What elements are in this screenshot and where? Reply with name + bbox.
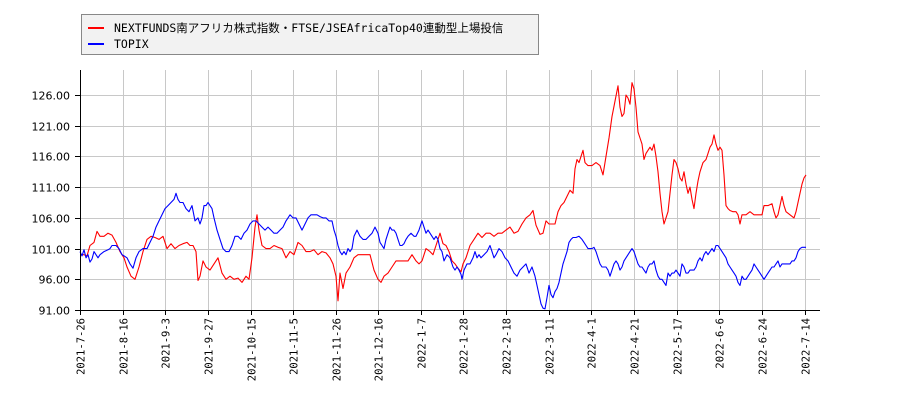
legend-swatch-blue	[88, 43, 104, 45]
x-tick-label: 2022-6-6	[715, 318, 727, 369]
x-tick-label: 2021-11-5	[289, 318, 301, 375]
x-tick-label: 2021-10-15	[247, 318, 259, 381]
x-tick-label: 2022-5-17	[673, 318, 685, 375]
y-tick-label: 116.00	[32, 151, 71, 164]
x-tick-label: 2022-7-14	[801, 318, 813, 375]
x-tick-label: 2021-11-26	[332, 318, 344, 381]
y-tick-label: 121.00	[32, 121, 71, 134]
legend-item-topix: TOPIX	[88, 37, 149, 51]
x-tick-label: 2022-1-7	[417, 318, 429, 369]
y-axis-ticks: 91.00 96.00 101.00 106.00 111.00 116.00 121.00…	[32, 90, 80, 318]
axes	[80, 70, 820, 311]
x-tick-label: 2022-2-18	[502, 318, 514, 375]
legend: NEXTFUNDS南アフリカ株式指数・FTSE/JSEAfricaTop40連動…	[81, 14, 539, 55]
grid-lines	[80, 70, 820, 310]
y-tick-label: 106.00	[32, 213, 71, 226]
series-line	[79, 192, 806, 310]
legend-label: TOPIX	[114, 37, 149, 51]
x-tick-label: 2021-8-16	[119, 318, 131, 375]
x-tick-label: 2022-1-28	[459, 318, 471, 375]
x-tick-label: 2021-7-26	[76, 318, 88, 375]
legend-label: NEXTFUNDS南アフリカ株式指数・FTSE/JSEAfricaTop40連動…	[114, 21, 504, 35]
x-tick-label: 2022-6-24	[758, 318, 770, 375]
y-tick-label: 126.00	[32, 90, 71, 103]
x-tick-label: 2021-9-3	[161, 318, 173, 369]
x-tick-label: 2022-4-21	[630, 318, 642, 375]
y-tick-label: 101.00	[32, 244, 71, 257]
legend-swatch-red	[88, 27, 104, 29]
x-tick-label: 2022-4-1	[587, 318, 599, 369]
x-axis-ticks: 2021-7-26 2021-8-16 2021-9-3 2021-9-27 2021-…	[76, 310, 813, 381]
x-tick-label: 2021-9-27	[204, 318, 216, 375]
legend-item-nextfunds: NEXTFUNDS南アフリカ株式指数・FTSE/JSEAfricaTop40連動…	[88, 21, 503, 35]
x-tick-label: 2022-3-11	[545, 318, 557, 375]
x-tick-label: 2021-12-16	[374, 318, 386, 381]
series-lines	[79, 82, 807, 310]
y-tick-label: 111.00	[32, 182, 71, 195]
y-tick-label: 91.00	[39, 305, 71, 318]
y-tick-label: 96.00	[39, 274, 71, 287]
series-line	[80, 82, 807, 302]
